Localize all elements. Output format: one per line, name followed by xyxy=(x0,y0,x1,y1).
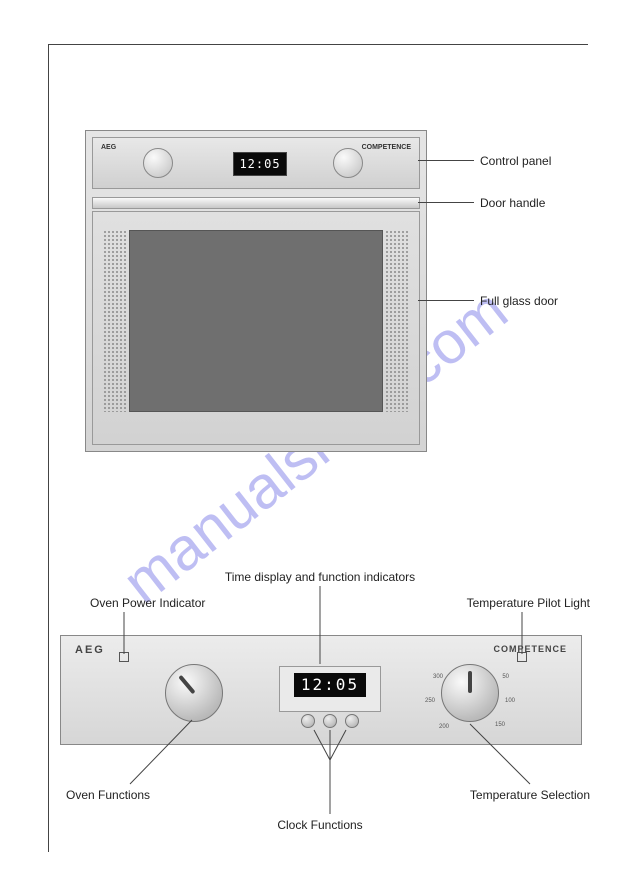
clock-button-1 xyxy=(301,714,315,728)
oven-door xyxy=(92,211,420,445)
oven-display: 12:05 xyxy=(233,152,287,176)
oven-door-grille-left xyxy=(103,230,127,412)
oven-knob-right xyxy=(333,148,363,178)
temp-mark-200: 200 xyxy=(439,724,449,730)
callout-door-handle: Door handle xyxy=(480,196,545,210)
knob-pointer-left xyxy=(178,675,195,694)
panel-brand-left: AEG xyxy=(75,644,105,656)
control-panel-figure: AEG COMPETENCE 12:05 50 100 150 200 250 … xyxy=(60,635,582,745)
temp-mark-50: 50 xyxy=(502,674,509,680)
callout-control-panel: Control panel xyxy=(480,154,551,168)
label-time-display: Time display and function indicators xyxy=(210,570,430,584)
oven-control-strip: AEG COMPETENCE 12:05 xyxy=(92,137,420,189)
label-oven-functions: Oven Functions xyxy=(66,788,196,802)
leader-control-panel xyxy=(418,160,474,161)
label-temp-selection: Temperature Selection xyxy=(420,788,590,802)
temp-mark-300: 300 xyxy=(433,674,443,680)
label-temp-pilot-light: Temperature Pilot Light xyxy=(420,596,590,610)
temp-pilot-icon xyxy=(517,652,527,662)
oven-brand-right: COMPETENCE xyxy=(362,144,411,151)
leader-full-glass-door xyxy=(418,300,474,301)
oven-door-glass xyxy=(129,230,383,412)
oven-door-grille-right xyxy=(385,230,409,412)
oven-knob-left xyxy=(143,148,173,178)
power-indicator-icon xyxy=(119,652,129,662)
oven-functions-knob xyxy=(165,664,223,722)
label-clock-functions: Clock Functions xyxy=(250,818,390,832)
page-border-top xyxy=(48,44,588,45)
oven-figure: AEG COMPETENCE 12:05 xyxy=(85,130,427,452)
clock-button-2 xyxy=(323,714,337,728)
timer-module: 12:05 xyxy=(279,666,381,712)
leader-door-handle xyxy=(418,202,474,203)
temp-dial-marks: 50 100 150 200 250 300 xyxy=(425,654,515,732)
panel-brand-right: COMPETENCE xyxy=(493,644,567,654)
temp-mark-100: 100 xyxy=(505,698,515,704)
page: manualshive.com AEG COMPETENCE 12:05 Con… xyxy=(0,0,630,893)
label-oven-power-indicator: Oven Power Indicator xyxy=(90,596,240,610)
page-border-left xyxy=(48,44,49,852)
callout-full-glass-door: Full glass door xyxy=(480,294,558,308)
panel-display: 12:05 xyxy=(294,673,366,697)
temp-mark-250: 250 xyxy=(425,698,435,704)
temp-mark-150: 150 xyxy=(495,722,505,728)
oven-door-handle xyxy=(92,197,420,209)
oven-brand-left: AEG xyxy=(101,144,116,151)
clock-button-3 xyxy=(345,714,359,728)
